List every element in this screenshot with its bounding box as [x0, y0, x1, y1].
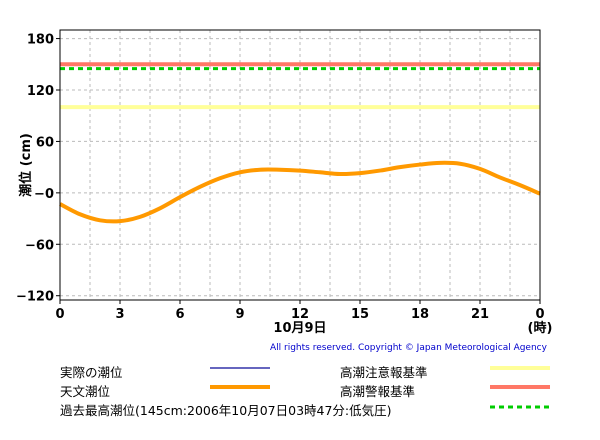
legend-actual-swatch	[210, 367, 270, 369]
x-tick-label: 0	[55, 307, 64, 322]
legend-actual-label: 実際の潮位	[60, 365, 123, 380]
x-tick-label: 9	[235, 307, 244, 322]
legend-astronomical-label: 天文潮位	[60, 384, 111, 399]
y-tick-labels: 180 120 60 −0 −60 −120	[16, 33, 54, 305]
x-tick-label: 18	[411, 307, 429, 322]
y-tick-label: 60	[36, 135, 54, 150]
x-tick-label: 6	[175, 307, 184, 322]
legend-caution-label: 高潮注意報基準	[340, 365, 428, 380]
y-tick-label: −120	[16, 290, 54, 305]
x-date-label: 10月9日	[273, 321, 326, 336]
y-tick-label: 120	[27, 84, 54, 99]
series-line	[59, 160, 541, 224]
legend-warning-swatch	[490, 385, 550, 389]
grid-lines	[56, 30, 541, 304]
x-tick-labels: 0 3 6 9 12 15 18 21 0	[55, 307, 544, 322]
x-unit-label: (時)	[528, 320, 553, 336]
plot-frame	[59, 29, 541, 301]
legend-astronomical-swatch	[210, 385, 270, 389]
y-tick-label: −60	[25, 238, 54, 253]
reference-lines	[60, 62, 540, 110]
legend-caution-swatch	[490, 366, 550, 370]
x-tick-label: 3	[115, 307, 124, 322]
legend-record-label: 過去最高潮位(145cm:2006年10月07日03時47分:低気圧)	[60, 403, 392, 418]
x-tick-label: 12	[291, 307, 309, 322]
x-tick-label: 15	[351, 307, 369, 322]
legend-record-swatch	[490, 405, 550, 409]
y-tick-label: 180	[27, 33, 54, 48]
x-tick-label: 0	[535, 307, 544, 322]
x-tick-label: 21	[471, 307, 489, 322]
legend-warning-label: 高潮警報基準	[340, 384, 416, 399]
copyright-notice: All rights reserved. Copyright © Japan M…	[270, 343, 547, 353]
y-axis-label: 潮位 (cm)	[18, 133, 34, 197]
y-tick-label: −0	[34, 187, 54, 202]
series-lines	[59, 160, 541, 224]
